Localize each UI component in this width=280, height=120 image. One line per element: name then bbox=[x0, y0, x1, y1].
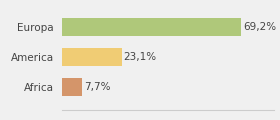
Text: 23,1%: 23,1% bbox=[124, 52, 157, 62]
Bar bbox=[62, 78, 81, 96]
Bar bbox=[62, 48, 122, 66]
Bar bbox=[62, 18, 241, 36]
Text: 69,2%: 69,2% bbox=[243, 22, 276, 32]
Text: 7,7%: 7,7% bbox=[84, 82, 110, 92]
